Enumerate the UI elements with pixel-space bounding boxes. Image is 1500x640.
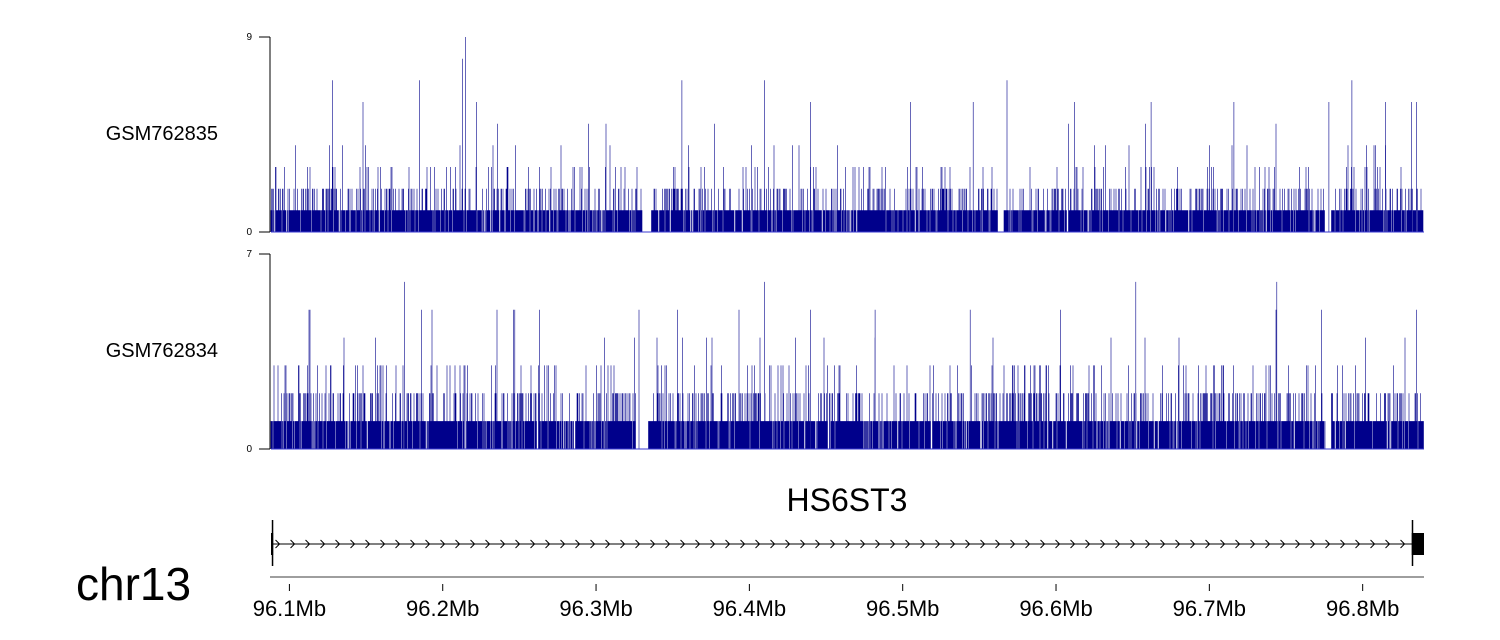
x-tick-label-96.6Mb: 96.6Mb [1019,596,1092,621]
x-tick-label-96.8Mb: 96.8Mb [1326,596,1399,621]
track-gsm762835: GSM762835 9 0 [106,32,1424,238]
x-tick-label-96.7Mb: 96.7Mb [1173,596,1246,621]
y-axis-max-label-gsm762835: 9 [246,32,252,43]
track-gsm762834: GSM762834 7 0 [106,249,1424,455]
gene-label-hs6st3: HS6ST3 [787,482,908,518]
x-tick-label-96.2Mb: 96.2Mb [406,596,479,621]
coverage-bars-gsm762835 [270,37,1424,232]
track-label-gsm762835: GSM762835 [106,123,218,145]
y-axis-min-label-gsm762835: 0 [246,227,252,238]
coverage-bars-gsm762834 [270,281,1424,450]
gene-track: HS6ST3 [271,482,1424,566]
x-tick-label-96.4Mb: 96.4Mb [713,596,786,621]
x-tick-label-96.1Mb: 96.1Mb [253,596,326,621]
coverage-bars-gsm762835 [270,37,1424,233]
x-tick-label-96.3Mb: 96.3Mb [559,596,632,621]
strand-arrows [275,539,1406,549]
gene-model-hs6st3 [271,520,1424,566]
genome-axis-ticks: 96.1Mb 96.2Mb 96.3Mb 96.4Mb 96.5Mb 96.6Mb 96.7… [253,584,1399,621]
chromosome-label: chr13 [76,558,191,610]
exon-1 [1411,533,1424,555]
y-axis-max-label-gsm762834: 7 [246,249,252,260]
track-label-gsm762834: GSM762834 [106,340,218,362]
coverage-bars-gsm762834 [270,281,1424,449]
x-tick-label-96.5Mb: 96.5Mb [866,596,939,621]
y-axis-min-label-gsm762834: 0 [246,444,252,455]
